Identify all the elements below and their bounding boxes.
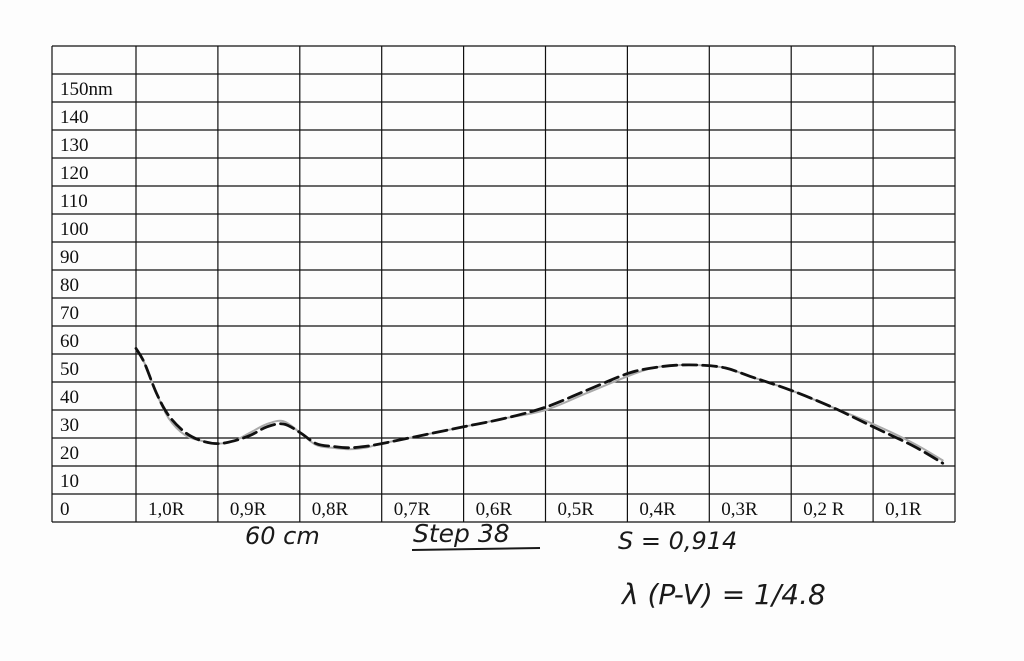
- y-tick-label: 80: [60, 275, 79, 296]
- step-underline: [411, 547, 541, 551]
- distance-note: 60 cm: [245, 522, 320, 550]
- y-tick-label: 90: [60, 247, 79, 268]
- y-tick-label: 100: [60, 219, 89, 240]
- y-tick-label: 40: [60, 387, 79, 408]
- x-tick-label: 0,5R: [558, 499, 595, 520]
- y-tick-label: 50: [60, 359, 79, 380]
- x-tick-label: 0,6R: [476, 499, 513, 520]
- y-tick-label: 120: [60, 163, 89, 184]
- y-tick-label: 60: [60, 331, 79, 352]
- y-tick-label: 10: [60, 471, 79, 492]
- y-tick-label: 130: [60, 135, 89, 156]
- y-tick-label: 140: [60, 107, 89, 128]
- x-tick-label: 0,9R: [230, 499, 267, 520]
- x-tick-label: 0,7R: [394, 499, 431, 520]
- measured-profile-line: [134, 347, 945, 465]
- s-value-note: S = 0,914: [618, 527, 737, 555]
- y-tick-labels: 0 10 20 30 40 50 60 70 80 90 100 110 120 130 140 150nm: [60, 79, 113, 520]
- step-note: Step 38: [413, 519, 510, 548]
- reference-profile-line: [135, 347, 944, 462]
- x-tick-label: 0,1R: [885, 499, 922, 520]
- data-lines: [134, 347, 945, 465]
- x-tick-label: 0,2 R: [803, 499, 845, 520]
- lambda-note: λ (P-V) = 1/4.8: [620, 578, 826, 611]
- x-tick-label: 1,0R: [148, 499, 185, 520]
- x-tick-label: 0,3R: [721, 499, 758, 520]
- x-tick-label: 0,8R: [312, 499, 349, 520]
- y-tick-label: 110: [60, 191, 88, 212]
- x-tick-label: 0,4R: [639, 499, 676, 520]
- y-tick-label: 150nm: [60, 79, 113, 100]
- y-tick-label: 30: [60, 415, 79, 436]
- chart-grid: [51, 45, 956, 523]
- y-tick-label: 0: [60, 499, 70, 520]
- y-tick-label: 70: [60, 303, 79, 324]
- x-tick-labels: 1,0R 0,9R 0,8R 0,7R 0,6R 0,5R 0,4R 0,3R 0,2 R 0,1…: [148, 499, 922, 520]
- y-tick-label: 20: [60, 443, 79, 464]
